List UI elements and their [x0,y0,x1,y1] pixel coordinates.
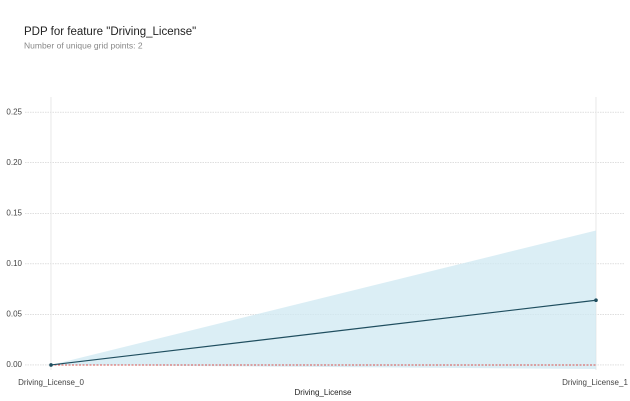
y-tick-label: 0.15 [6,208,22,217]
chart-title: PDP for feature "Driving_License" [24,26,196,38]
y-tick-label: 0.05 [6,309,22,318]
confidence-band [51,230,596,369]
point [49,363,53,367]
y-tick-label: 0.10 [6,259,22,268]
x-tick-label: Driving_License_1 [562,378,628,387]
y-tick-label: 0.00 [6,360,22,369]
y-tick-label: 0.20 [6,158,22,167]
chart-subtitle: Number of unique grid points: 2 [24,40,143,50]
x-axis-label: Driving_License [295,388,352,397]
x-tick-label: Driving_License_0 [18,378,84,387]
pdp-line [50,299,597,366]
y-tick-label: 0.25 [6,107,22,116]
point [594,298,598,303]
